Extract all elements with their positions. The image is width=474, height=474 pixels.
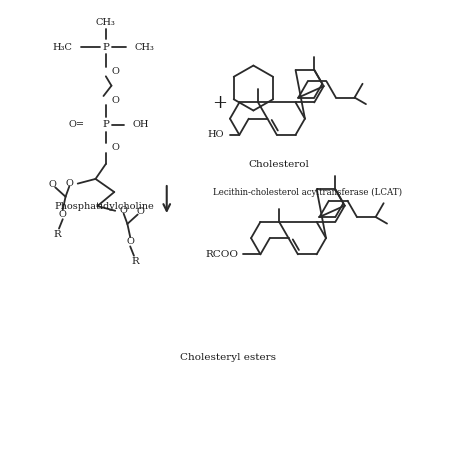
Text: O: O: [112, 144, 120, 153]
Text: Cholesterol: Cholesterol: [249, 160, 310, 169]
Text: O: O: [48, 180, 56, 189]
Text: OH: OH: [132, 120, 148, 129]
Text: Lecithin-cholesterol acyltransferase (LCAT): Lecithin-cholesterol acyltransferase (LC…: [213, 188, 402, 197]
Text: O=: O=: [68, 120, 84, 129]
Text: O: O: [137, 207, 145, 216]
Text: P: P: [102, 120, 109, 129]
Text: Phosphatidylcholine: Phosphatidylcholine: [55, 202, 154, 211]
Text: O: O: [126, 237, 134, 246]
Text: O: O: [59, 210, 67, 219]
Text: R: R: [53, 230, 61, 239]
Text: R: R: [132, 257, 140, 266]
Text: O: O: [120, 206, 128, 215]
Text: RCOO: RCOO: [206, 250, 239, 259]
Text: O: O: [112, 96, 120, 105]
Text: P: P: [102, 43, 109, 52]
Text: Cholesteryl esters: Cholesteryl esters: [180, 353, 276, 362]
Text: HO: HO: [208, 130, 224, 139]
Text: O: O: [112, 67, 120, 76]
Text: +: +: [212, 94, 227, 112]
Text: CH₃: CH₃: [96, 18, 116, 27]
Text: O: O: [65, 179, 73, 188]
Text: H₃C: H₃C: [52, 43, 72, 52]
Text: CH₃: CH₃: [135, 43, 155, 52]
